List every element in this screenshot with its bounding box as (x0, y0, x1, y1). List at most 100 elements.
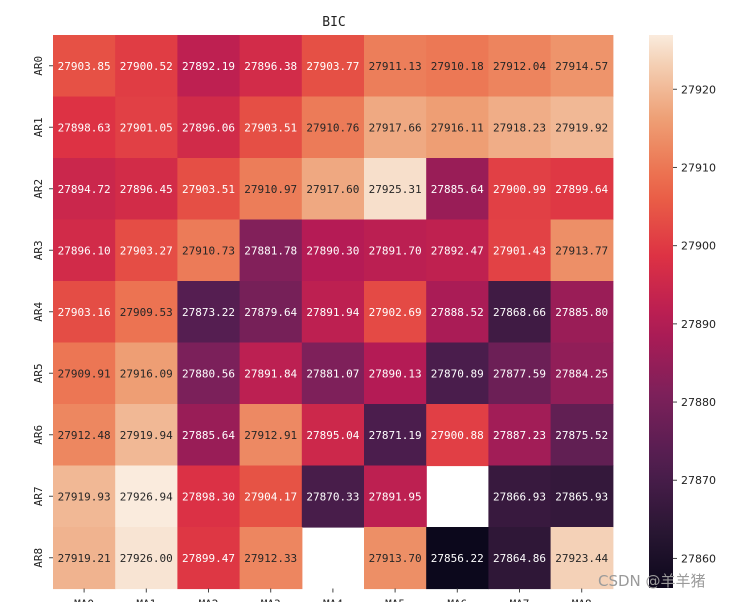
heatmap-cell (53, 35, 116, 98)
heatmap-cell (488, 219, 552, 282)
cell-value-label: 27901.05 (120, 121, 173, 134)
heatmap-cell (239, 342, 303, 405)
heatmap-cell (301, 281, 365, 344)
colorbar-tick-label: 27890 (681, 318, 716, 331)
y-tick-label: AR3 (32, 240, 45, 260)
heatmap-cell (177, 527, 241, 590)
heatmap-cell (426, 527, 489, 590)
heatmap-cell (53, 404, 116, 467)
cell-value-label: 27880.56 (182, 367, 235, 380)
cell-value-label: 27925.31 (369, 183, 422, 196)
x-tick-label: MA4 (323, 598, 343, 602)
heatmap-cell (177, 404, 241, 467)
heatmap-cell (426, 158, 489, 221)
cell-value-label: 27901.43 (493, 244, 546, 257)
heatmap-cell (53, 158, 116, 221)
heatmap-cell (426, 281, 489, 344)
cell-value-label: 27891.95 (369, 490, 422, 503)
heatmap-cell (239, 527, 303, 590)
x-tick-label: MA5 (385, 598, 405, 602)
cell-value-label: 27926.94 (120, 490, 173, 503)
cell-value-label: 27868.66 (493, 306, 546, 319)
cell-value-label: 27896.06 (182, 121, 235, 134)
heatmap-cell (301, 219, 365, 282)
cell-value-label: 27919.92 (555, 121, 608, 134)
cell-value-label: 27923.44 (555, 552, 608, 565)
heatmap-cell (239, 404, 303, 467)
heatmap-cell (488, 158, 552, 221)
heatmap-cell (488, 281, 552, 344)
cell-value-label: 27890.13 (369, 367, 422, 380)
cell-value-label: 27912.04 (493, 60, 546, 73)
cell-value-label: 27870.89 (431, 367, 484, 380)
cell-value-label: 27891.94 (306, 306, 359, 319)
heatmap-cell (364, 465, 427, 528)
cell-value-label: 27864.86 (493, 552, 546, 565)
heatmap-cell (364, 404, 427, 467)
cell-value-label: 27892.19 (182, 60, 235, 73)
cell-value-label: 27917.60 (306, 183, 359, 196)
heatmap-cell (426, 35, 489, 98)
heatmap-cell (53, 527, 116, 590)
cell-value-label: 27891.84 (244, 367, 297, 380)
heatmap-cell (364, 158, 427, 221)
heatmap-cell (115, 35, 178, 98)
cell-value-label: 27881.07 (306, 367, 359, 380)
cell-value-label: 27917.66 (369, 121, 422, 134)
cell-value-label: 27912.91 (244, 429, 297, 442)
cell-value-label: 27900.99 (493, 183, 546, 196)
cell-value-label: 27913.70 (369, 552, 422, 565)
heatmap-cell (364, 342, 427, 405)
cell-value-label: 27904.17 (244, 490, 297, 503)
heatmap-cell (53, 342, 116, 405)
x-tick-label: MA2 (199, 598, 219, 602)
heatmap-cell (239, 465, 303, 528)
cell-value-label: 27909.53 (120, 306, 173, 319)
heatmap-cell (53, 281, 116, 344)
cell-value-label: 27902.69 (369, 306, 422, 319)
colorbar-tick-label: 27870 (681, 474, 716, 487)
cell-value-label: 27916.11 (431, 121, 484, 134)
heatmap-cell (488, 342, 552, 405)
cell-value-label: 27865.93 (555, 490, 608, 503)
heatmap-cell (488, 465, 552, 528)
y-tick-label: AR4 (32, 301, 45, 321)
heatmap-cell (177, 158, 241, 221)
heatmap-cell (364, 219, 427, 282)
heatmap-cell (301, 96, 365, 159)
heatmap-cell (115, 527, 178, 590)
heatmap-cell (550, 35, 614, 98)
heatmap-cell (550, 96, 614, 159)
heatmap-cell (426, 342, 489, 405)
cell-value-label: 27896.38 (244, 60, 297, 73)
cell-value-label: 27911.13 (369, 60, 422, 73)
heatmap-cell (550, 281, 614, 344)
cell-value-label: 27877.59 (493, 367, 546, 380)
cell-value-label: 27887.23 (493, 429, 546, 442)
heatmap-cell (115, 96, 178, 159)
heatmap-cell (488, 96, 552, 159)
cell-value-label: 27912.48 (58, 429, 111, 442)
colorbar: 27860 27870 27880 27890 27900 27910 27920 (649, 35, 716, 588)
cell-value-label: 27926.00 (120, 552, 173, 565)
heatmap-cell (239, 96, 303, 159)
cell-value-label: 27919.21 (58, 552, 111, 565)
heatmap-cell (115, 342, 178, 405)
cell-value-label: 27903.51 (182, 183, 235, 196)
cell-value-label: 27875.52 (555, 429, 608, 442)
cell-value-label: 27890.30 (306, 244, 359, 257)
heatmap-cell (488, 35, 552, 98)
x-tick-label: MA7 (510, 598, 530, 602)
cell-value-label: 27910.18 (431, 60, 484, 73)
heatmap-cell (115, 465, 178, 528)
cell-value-label: 27871.19 (369, 429, 422, 442)
heatmap-cell (177, 219, 241, 282)
heatmap-cell (426, 96, 489, 159)
cell-value-label: 27910.97 (244, 183, 297, 196)
cell-value-label: 27881.78 (244, 244, 297, 257)
y-tick-label: AR1 (32, 117, 45, 137)
cell-value-label: 27918.23 (493, 121, 546, 134)
heatmap-cell (177, 35, 241, 98)
x-tick-label: MA8 (572, 598, 592, 602)
